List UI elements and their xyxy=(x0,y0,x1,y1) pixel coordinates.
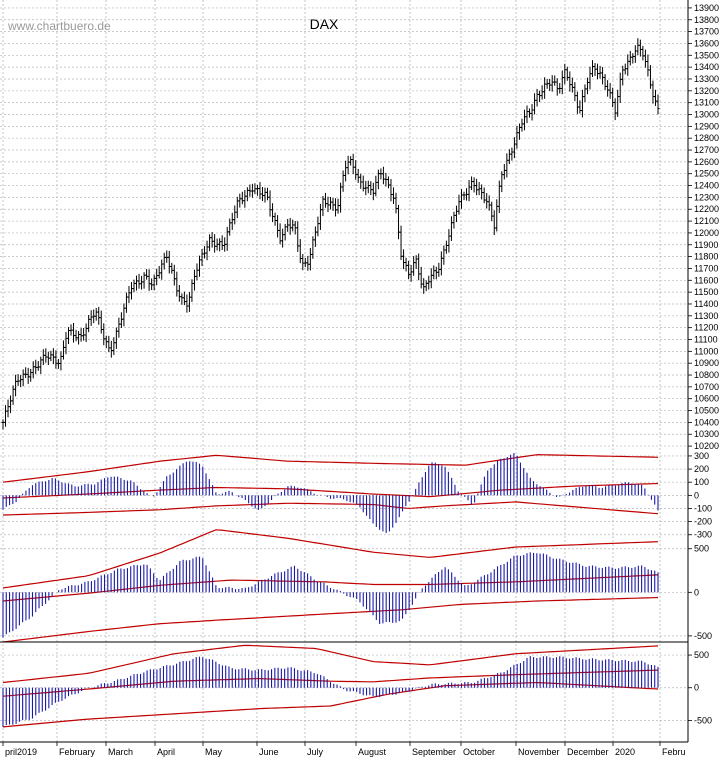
tick-label: 10500 xyxy=(694,406,719,416)
band-mid-line xyxy=(2,669,659,697)
price-bars xyxy=(1,38,660,430)
tick-label: 11600 xyxy=(694,275,718,285)
tick-label: -500 xyxy=(694,631,712,641)
axes xyxy=(0,0,692,746)
month-label: November xyxy=(518,747,560,757)
month-label: October xyxy=(463,747,495,757)
tick-label: 13800 xyxy=(694,15,719,25)
band-mid-line xyxy=(2,482,659,499)
tick-label: 0 xyxy=(694,683,699,693)
month-label: May xyxy=(205,747,223,757)
tick-label: 100 xyxy=(694,477,709,487)
tick-label: 10800 xyxy=(694,370,719,380)
month-label: April xyxy=(157,747,175,757)
month-label: July xyxy=(307,747,324,757)
chart-title: DAX xyxy=(310,16,339,32)
bands xyxy=(2,453,659,728)
tick-label: -200 xyxy=(694,517,712,527)
tick-label: 11900 xyxy=(694,240,718,250)
tick-label: 10400 xyxy=(694,417,719,427)
month-label: June xyxy=(259,747,279,757)
tick-label: 12100 xyxy=(694,216,719,226)
tick-label: 13200 xyxy=(694,86,719,96)
tick-label: -500 xyxy=(694,715,712,725)
tick-label: 12200 xyxy=(694,204,719,214)
tick-label: -300 xyxy=(694,530,712,540)
tick-label: 12800 xyxy=(694,133,719,143)
tick-label: 10600 xyxy=(694,394,719,404)
month-labels: pril2019 February March April May June July Aug… xyxy=(5,747,686,757)
tick-label: 11500 xyxy=(694,287,718,297)
tick-label: 13900 xyxy=(694,3,719,13)
tick-label: 13600 xyxy=(694,38,719,48)
tick-label: 13300 xyxy=(694,74,719,84)
tick-label: 11700 xyxy=(694,263,718,273)
tick-label: 10700 xyxy=(694,382,719,392)
tick-label: 0 xyxy=(694,490,699,500)
watermark: www.chartbuero.de xyxy=(7,19,111,33)
month-label: Febru xyxy=(662,747,686,757)
month-label: February xyxy=(59,747,96,757)
tick-label: 13100 xyxy=(694,98,719,108)
tick-label: 12300 xyxy=(694,192,719,202)
band-upper-line xyxy=(2,453,659,483)
band-lower-line xyxy=(2,681,659,728)
tick-label: 0 xyxy=(694,587,699,597)
tick-label: 11100 xyxy=(694,335,718,345)
tick-label: 11800 xyxy=(694,252,718,262)
tick-label: 13700 xyxy=(694,27,719,37)
tick-label: 12900 xyxy=(694,121,719,131)
tick-label: 200 xyxy=(694,464,709,474)
tick-label: 12700 xyxy=(694,145,719,155)
tick-label: 10300 xyxy=(694,429,719,439)
month-label: August xyxy=(358,747,387,757)
tick-label: 11400 xyxy=(694,299,718,309)
tick-label: 13500 xyxy=(694,50,719,60)
band-mid-line xyxy=(2,574,659,602)
tick-label: 11200 xyxy=(694,323,718,333)
tick-label: -100 xyxy=(694,503,712,513)
tick-label: 500 xyxy=(694,650,709,660)
month-label: September xyxy=(412,747,456,757)
tick-label: 300 xyxy=(694,451,709,461)
tick-label: 11300 xyxy=(694,311,718,321)
tick-label: 12600 xyxy=(694,157,719,167)
tick-label: 500 xyxy=(694,544,709,554)
band-upper-line xyxy=(2,644,659,684)
band-lower-line xyxy=(2,501,659,516)
band-lower-line xyxy=(2,596,659,643)
month-label: December xyxy=(567,747,609,757)
tick-label: 11000 xyxy=(694,346,718,356)
grid xyxy=(0,0,688,742)
tick-label: 12500 xyxy=(694,169,719,179)
tick-label: 13000 xyxy=(694,110,719,120)
tick-label: 12000 xyxy=(694,228,719,238)
tick-label: 10900 xyxy=(694,358,719,368)
month-label: 2020 xyxy=(615,747,635,757)
month-label: March xyxy=(108,747,133,757)
histograms xyxy=(2,453,659,727)
month-label: pril2019 xyxy=(5,747,37,757)
tick-label: 12400 xyxy=(694,181,719,191)
band-upper-line xyxy=(2,529,659,589)
tick-label: 13400 xyxy=(694,62,719,72)
tick-label: 10200 xyxy=(694,441,719,451)
